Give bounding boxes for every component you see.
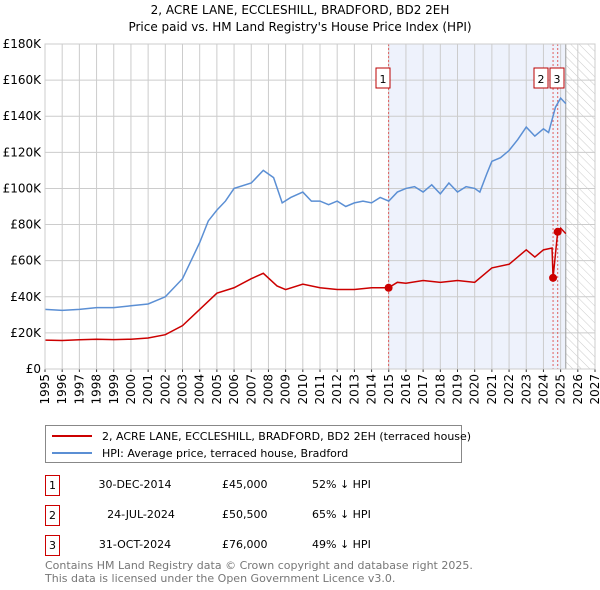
- x-tick-label: 2021: [485, 374, 499, 405]
- price-chart: 2, ACRE LANE, ECCLESHILL, BRADFORD, BD2 …: [3, 3, 600, 405]
- sale-date: 24-JUL-2024: [107, 508, 175, 521]
- x-tick-label: 2004: [193, 374, 207, 405]
- x-tick-label: 2020: [468, 374, 482, 405]
- x-tick-label: 2006: [227, 374, 241, 405]
- sale-hpi-diff: 65% ↓ HPI: [312, 508, 371, 521]
- sale-label: 2: [538, 73, 545, 86]
- x-tick-label: 1995: [38, 374, 52, 405]
- sale-date: 31-OCT-2024: [98, 538, 172, 551]
- y-tick-label: £180K: [3, 37, 43, 51]
- x-tick-label: 2011: [313, 374, 327, 405]
- sale-price: £45,000: [222, 478, 268, 491]
- sale-date: 30-DEC-2014: [98, 478, 172, 491]
- y-tick-label: £20K: [10, 326, 42, 340]
- sale-marker-box: 3: [45, 535, 60, 556]
- y-tick-label: £160K: [3, 73, 43, 87]
- y-tick-label: £0: [26, 362, 41, 376]
- x-tick-label: 2012: [330, 374, 344, 405]
- sale-marker-box: 1: [45, 475, 60, 496]
- sale-price: £50,500: [222, 508, 268, 521]
- blue-line-swatch: [52, 452, 92, 454]
- footer-line: Contains HM Land Registry data © Crown c…: [45, 559, 473, 572]
- x-tick-label: 2010: [296, 374, 310, 405]
- sale-period-shade: [388, 44, 566, 369]
- y-tick-label: £140K: [3, 109, 43, 123]
- sale-row: 3 31-OCT-2024 £76,000 49% ↓ HPI: [45, 535, 465, 556]
- red-line-swatch: [52, 435, 92, 437]
- chart-title: 2, ACRE LANE, ECCLESHILL, BRADFORD, BD2 …: [151, 3, 450, 17]
- x-tick-label: 2025: [554, 374, 568, 405]
- y-tick-label: £80K: [10, 218, 42, 232]
- x-tick-label: 2017: [416, 374, 430, 405]
- footer: Contains HM Land Registry data © Crown c…: [45, 559, 473, 585]
- forecast-hatch: [565, 44, 595, 369]
- x-tick-label: 2009: [279, 374, 293, 405]
- footer-line: This data is licensed under the Open Gov…: [45, 572, 396, 585]
- legend: 2, ACRE LANE, ECCLESHILL, BRADFORD, BD2 …: [45, 425, 471, 463]
- x-tick-label: 2000: [124, 374, 138, 405]
- x-tick-label: 2016: [399, 374, 413, 405]
- sale-hpi-diff: 52% ↓ HPI: [312, 478, 371, 491]
- x-tick-label: 1996: [55, 374, 69, 405]
- x-tick-label: 2024: [536, 374, 550, 405]
- x-tick-label: 1999: [107, 374, 121, 405]
- x-tick-label: 2003: [176, 374, 190, 405]
- sale-hpi-diff: 49% ↓ HPI: [312, 538, 371, 551]
- x-tick-label: 2008: [261, 374, 275, 405]
- x-tick-label: 1997: [72, 374, 86, 405]
- sale-label-box: [533, 67, 549, 89]
- legend-item-property: 2, ACRE LANE, ECCLESHILL, BRADFORD, BD2 …: [52, 428, 471, 444]
- legend-label: HPI: Average price, terraced house, Brad…: [102, 446, 349, 460]
- y-tick-label: £60K: [10, 254, 42, 268]
- sale-point: [549, 273, 558, 282]
- sale-point: [553, 227, 562, 236]
- x-tick-label: 2026: [571, 374, 585, 405]
- series-line: [44, 227, 567, 342]
- x-tick-label: 2023: [519, 374, 533, 405]
- sale-label: 1: [380, 73, 387, 86]
- legend-item-hpi: HPI: Average price, terraced house, Brad…: [52, 445, 348, 461]
- x-tick-label: 2014: [365, 374, 379, 405]
- sale-label-box: [375, 67, 391, 89]
- y-tick-label: £120K: [3, 145, 43, 159]
- sale-label-box: [549, 67, 565, 89]
- sale-row: 1 30-DEC-2014 £45,000 52% ↓ HPI: [45, 475, 465, 496]
- y-tick-label: £100K: [3, 181, 43, 195]
- sale-price: £76,000: [222, 538, 268, 551]
- x-tick-label: 2027: [588, 374, 600, 405]
- y-tick-label: £40K: [10, 290, 42, 304]
- legend-label: 2, ACRE LANE, ECCLESHILL, BRADFORD, BD2 …: [102, 429, 472, 443]
- x-tick-label: 2022: [502, 374, 516, 405]
- x-tick-label: 1998: [90, 374, 104, 405]
- plot-border: [44, 43, 596, 370]
- series-line: [44, 96, 567, 312]
- sale-label: 3: [554, 73, 561, 86]
- sale-point: [384, 283, 393, 292]
- x-tick-label: 2002: [158, 374, 172, 405]
- x-tick-label: 2007: [244, 374, 258, 405]
- chart-subtitle: Price paid vs. HM Land Registry's House …: [128, 20, 471, 34]
- x-tick-label: 2005: [210, 374, 224, 405]
- sale-row: 2 24-JUL-2024 £50,500 65% ↓ HPI: [45, 505, 465, 526]
- x-tick-label: 2018: [433, 374, 447, 405]
- x-tick-label: 2001: [141, 374, 155, 405]
- x-tick-label: 2013: [347, 374, 361, 405]
- x-tick-label: 2015: [382, 374, 396, 405]
- x-tick-label: 2019: [451, 374, 465, 405]
- sale-marker-box: 2: [45, 505, 60, 526]
